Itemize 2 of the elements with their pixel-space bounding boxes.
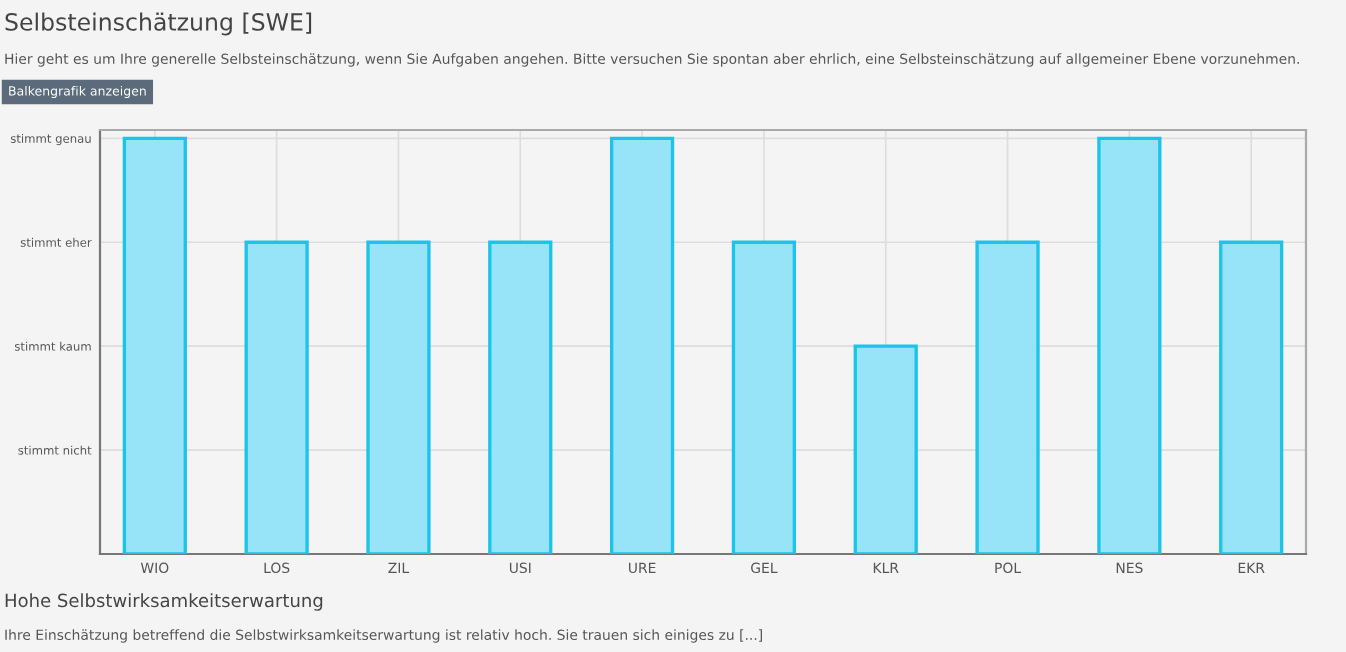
text: Hohe Selbstwirksamkeitserwartung	[5, 593, 323, 611]
chart-title: Selbsteinschätzung [SWE]	[5, 12, 312, 36]
